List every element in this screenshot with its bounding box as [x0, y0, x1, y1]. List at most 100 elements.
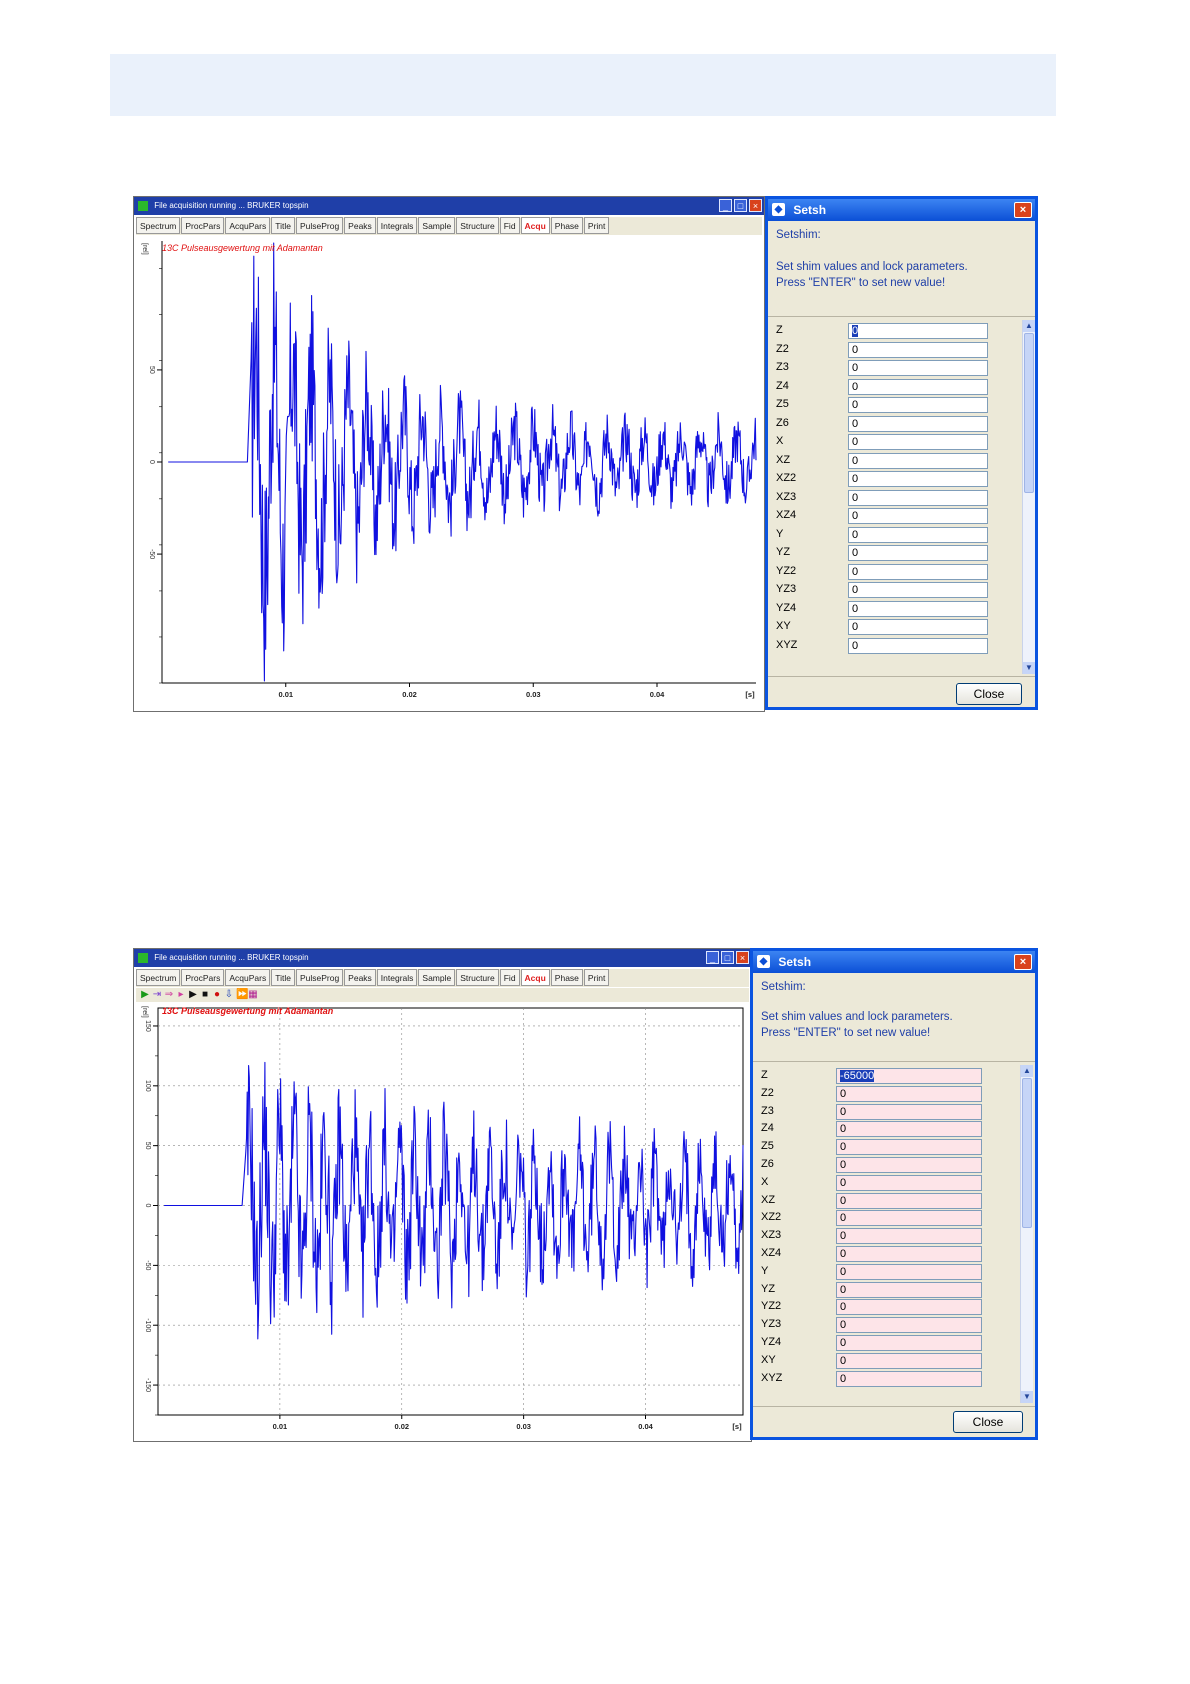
- dialog-instruction-1: Set shim values and lock parameters.: [776, 261, 968, 273]
- maximize-icon[interactable]: □: [721, 951, 734, 964]
- dialog-titlebar[interactable]: ◆ Setsh ×: [768, 199, 1035, 221]
- play-icon[interactable]: ▶: [189, 989, 197, 1000]
- shim-value-field[interactable]: 0: [836, 1246, 982, 1262]
- shim-value-field[interactable]: 0: [848, 600, 988, 617]
- shim-value-field[interactable]: 0: [848, 378, 988, 395]
- fid-plot[interactable]: 0.010.020.030.04[s]150500-50-150 13C Pul…: [136, 237, 760, 709]
- record-icon[interactable]: ●: [213, 989, 221, 1000]
- close-button[interactable]: Close: [953, 1411, 1023, 1433]
- tab-spectrum[interactable]: Spectrum: [136, 969, 181, 986]
- download-icon[interactable]: ⇩: [224, 989, 234, 1000]
- scroll-up-icon[interactable]: ▲: [1021, 1065, 1033, 1077]
- step-icon[interactable]: ⇥: [152, 989, 162, 1000]
- tab-title[interactable]: Title: [271, 969, 295, 986]
- close-button[interactable]: Close: [956, 683, 1022, 705]
- shim-value-field[interactable]: 0: [848, 637, 988, 654]
- shim-value-field[interactable]: 0: [848, 471, 988, 487]
- tab-fid[interactable]: Fid: [499, 217, 520, 234]
- minimize-icon[interactable]: _: [706, 951, 719, 964]
- dialog-titlebar[interactable]: ◆ Setsh ×: [753, 951, 1035, 973]
- scroll-up-icon[interactable]: ▲: [1023, 320, 1035, 332]
- fid-plot[interactable]: 0.01 0.02 0.03 0.04 [s] 150 100 50 0 -50 -100 -150 …: [136, 1004, 747, 1439]
- tab-integrals[interactable]: Integrals: [376, 217, 418, 234]
- grid-icon[interactable]: ▦: [248, 989, 258, 1000]
- tab-acqupars[interactable]: AcquPars: [225, 969, 271, 986]
- shim-value-field[interactable]: 0: [836, 1157, 982, 1173]
- tab-pulseprog[interactable]: PulseProg: [295, 217, 344, 234]
- forward-icon[interactable]: ⇒: [164, 989, 174, 1000]
- shim-value-field[interactable]: 0: [836, 1335, 982, 1351]
- shim-value-field[interactable]: 0: [836, 1103, 982, 1120]
- shim-value-field[interactable]: 0: [836, 1317, 982, 1334]
- tab-acqu[interactable]: Acqu: [520, 217, 550, 234]
- tab-integrals[interactable]: Integrals: [376, 969, 418, 986]
- tab-sample[interactable]: Sample: [418, 969, 456, 986]
- shim-value-field[interactable]: 0: [848, 323, 988, 339]
- minimize-icon[interactable]: _: [719, 199, 732, 212]
- close-icon[interactable]: ×: [749, 199, 762, 212]
- shim-value-field[interactable]: 0: [836, 1263, 982, 1280]
- shim-value-field[interactable]: 0: [848, 619, 988, 635]
- shim-value-field[interactable]: 0: [848, 434, 988, 450]
- tab-print[interactable]: Print: [583, 969, 610, 986]
- shim-value-field[interactable]: 0: [836, 1299, 982, 1316]
- shim-value-field[interactable]: 0: [848, 545, 988, 561]
- shim-value-field[interactable]: 0: [848, 452, 988, 469]
- tab-peaks[interactable]: Peaks: [344, 969, 376, 986]
- tab-sample[interactable]: Sample: [418, 217, 456, 234]
- tab-procpars[interactable]: ProcPars: [181, 969, 225, 986]
- tab-structure[interactable]: Structure: [456, 217, 499, 234]
- tab-peaks[interactable]: Peaks: [344, 217, 376, 234]
- shim-value-field[interactable]: 0: [836, 1174, 982, 1191]
- shim-value-field[interactable]: 0: [848, 397, 988, 413]
- shim-value-field[interactable]: 0: [848, 508, 988, 524]
- shim-value-field[interactable]: 0: [848, 526, 988, 543]
- shim-value-field[interactable]: 0: [836, 1085, 982, 1102]
- tab-pulseprog[interactable]: PulseProg: [295, 969, 344, 986]
- shim-value-field[interactable]: 0: [848, 415, 988, 432]
- dialog-close-icon[interactable]: ×: [1014, 954, 1032, 970]
- tab-fid[interactable]: Fid: [499, 969, 520, 986]
- shim-value-field[interactable]: 0: [836, 1121, 982, 1138]
- shim-scrollbar[interactable]: ▲ ▼: [1020, 1065, 1033, 1403]
- shim-value-field[interactable]: 0: [848, 341, 988, 358]
- setsh-dialog: ◆ Setsh × Setshim: Set shim values and l…: [750, 948, 1038, 1440]
- next-icon[interactable]: ▸: [178, 989, 184, 1000]
- stop-icon[interactable]: ■: [201, 989, 209, 1000]
- tab-phase[interactable]: Phase: [550, 969, 583, 986]
- shim-value-field[interactable]: 0: [848, 360, 988, 376]
- shim-value-field[interactable]: 0: [836, 1210, 982, 1227]
- dialog-close-icon[interactable]: ×: [1014, 202, 1032, 218]
- shim-value-field[interactable]: 0: [836, 1139, 982, 1156]
- tab-phase[interactable]: Phase: [550, 217, 583, 234]
- shim-value-field[interactable]: 0: [836, 1370, 982, 1387]
- shim-value-field[interactable]: 0: [848, 582, 988, 598]
- tab-acqu[interactable]: Acqu: [520, 969, 550, 986]
- shim-value-field[interactable]: 0: [836, 1192, 982, 1209]
- shim-scrollbar[interactable]: ▲ ▼: [1022, 320, 1035, 674]
- shim-value-field[interactable]: 0: [848, 563, 988, 580]
- go-icon[interactable]: ▶: [141, 989, 149, 1000]
- scroll-thumb[interactable]: [1024, 333, 1034, 493]
- scroll-thumb[interactable]: [1022, 1078, 1032, 1228]
- tab-acqupars[interactable]: AcquPars: [225, 217, 271, 234]
- shim-value-field[interactable]: 0: [836, 1352, 982, 1369]
- tab-title[interactable]: Title: [271, 217, 295, 234]
- close-icon[interactable]: ×: [736, 951, 749, 964]
- maximize-icon[interactable]: □: [734, 199, 747, 212]
- scroll-down-icon[interactable]: ▼: [1023, 662, 1035, 674]
- shim-value-field[interactable]: 0: [848, 489, 988, 506]
- shim-value-field[interactable]: -65000: [836, 1068, 982, 1084]
- window-titlebar[interactable]: File acquisition running ... BRUKER tops…: [134, 949, 751, 967]
- tab-procpars[interactable]: ProcPars: [181, 217, 225, 234]
- shim-value-field[interactable]: 0: [836, 1281, 982, 1298]
- window-titlebar[interactable]: File acquisition running ... BRUKER tops…: [134, 197, 764, 215]
- scroll-down-icon[interactable]: ▼: [1021, 1391, 1033, 1403]
- fast-forward-icon[interactable]: ⏩: [236, 989, 249, 1000]
- tab-structure[interactable]: Structure: [456, 969, 499, 986]
- tab-print[interactable]: Print: [583, 217, 610, 234]
- shim-row-xz2: XZ2 0: [768, 470, 1021, 488]
- shim-value-field[interactable]: 0: [836, 1228, 982, 1245]
- dialog-title: Setsh: [793, 203, 827, 217]
- tab-spectrum[interactable]: Spectrum: [136, 217, 181, 234]
